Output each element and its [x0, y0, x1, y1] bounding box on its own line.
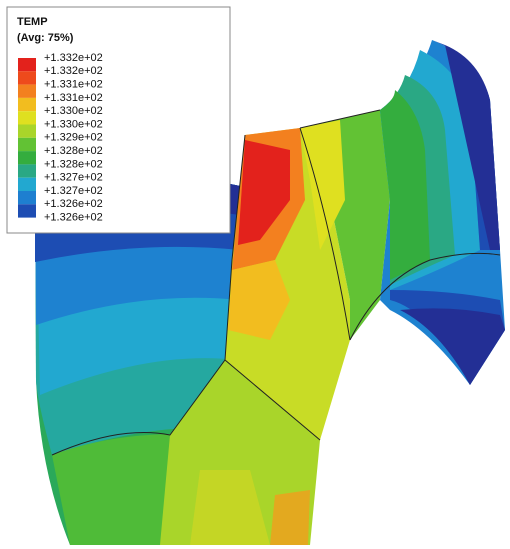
legend-label: +1.331e+02 — [44, 79, 103, 91]
legend-swatch — [18, 111, 36, 124]
legend-swatch — [18, 191, 36, 204]
legend-swatch — [18, 178, 36, 191]
legend-swatch — [18, 125, 36, 138]
legend-swatch — [18, 138, 36, 151]
legend-subtitle: (Avg: 75%) — [17, 32, 74, 44]
legend-label: +1.326e+02 — [44, 212, 103, 224]
legend-label: +1.332e+02 — [44, 52, 103, 64]
legend-items: +1.332e+02+1.332e+02 +1.331e+02+1.331e+02… — [18, 52, 103, 224]
legend-swatch — [18, 58, 36, 71]
screenshot: TEMP (Avg: 75%) +1.332e+02+1.332e+02+1.3… — [0, 0, 510, 549]
legend-title: TEMP — [17, 16, 48, 28]
legend-swatch — [18, 85, 36, 98]
legend-swatch — [18, 98, 36, 111]
legend-label: +1.329e+02 — [44, 132, 103, 144]
legend-swatch — [18, 151, 36, 164]
legend-swatch — [18, 164, 36, 177]
legend-label: +1.332e+02 — [44, 65, 103, 77]
legend-label: +1.327e+02 — [44, 185, 103, 197]
legend-swatch — [18, 204, 36, 217]
legend-label: +1.328e+02 — [44, 158, 103, 170]
legend: TEMP (Avg: 75%) +1.332e+02+1.332e+02+1.3… — [7, 7, 230, 233]
legend-label: +1.327e+02 — [44, 172, 103, 184]
legend-label: +1.330e+02 — [44, 118, 103, 130]
legend-label: +1.330e+02 — [44, 105, 103, 117]
legend-label: +1.328e+02 — [44, 145, 103, 157]
legend-label: +1.331e+02 — [44, 92, 103, 104]
legend-label: +1.326e+02 — [44, 198, 103, 210]
legend-swatch — [18, 71, 36, 84]
